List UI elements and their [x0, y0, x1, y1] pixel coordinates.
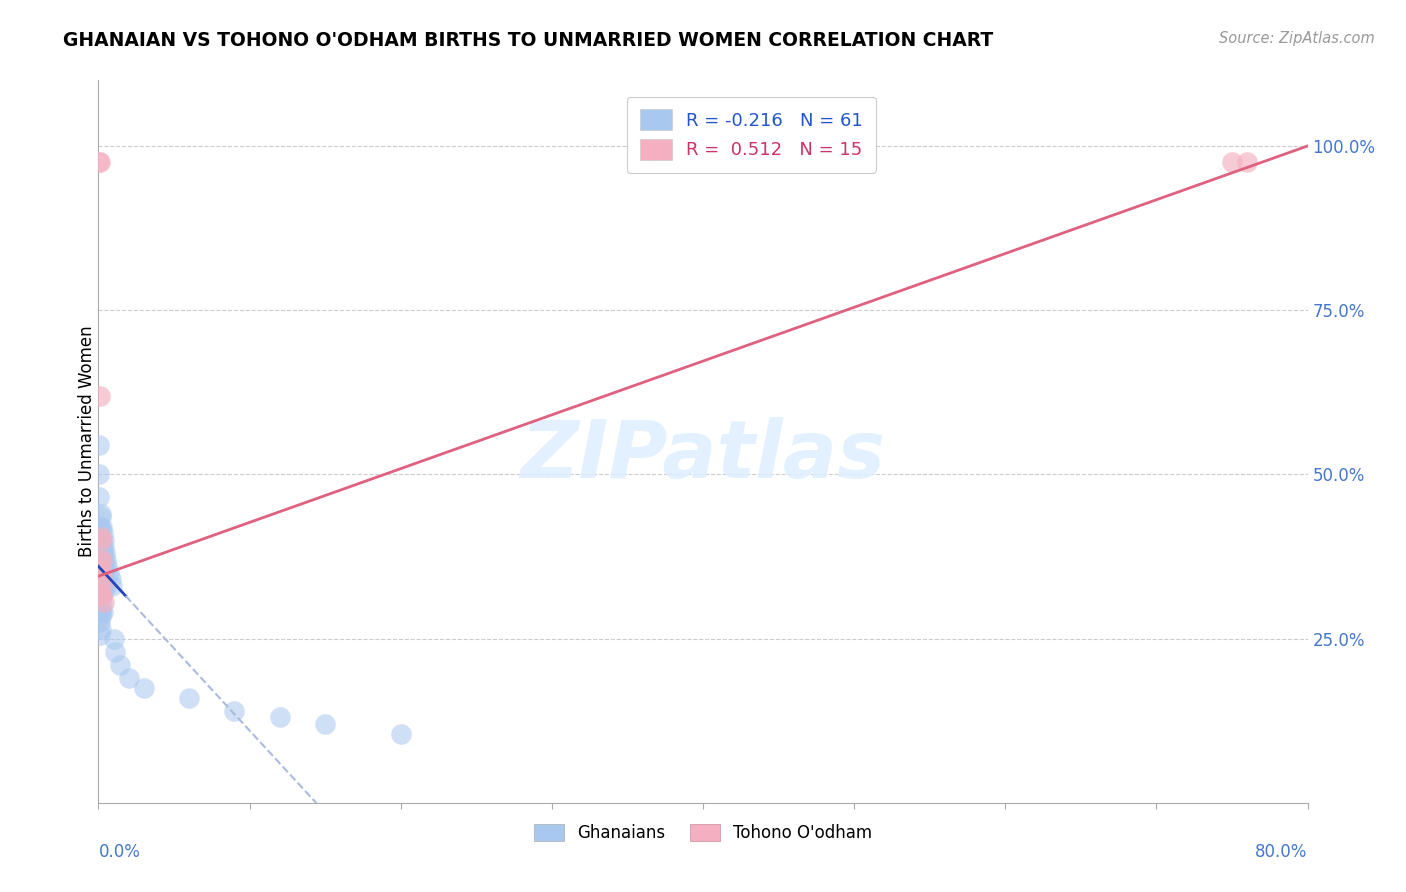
Point	[101, 579, 124, 593]
Point	[91, 546, 114, 560]
Point	[89, 491, 111, 505]
Point	[90, 553, 112, 567]
Point	[94, 553, 117, 567]
Point	[91, 575, 114, 590]
Point	[91, 585, 114, 599]
Point	[91, 520, 114, 534]
Point	[91, 579, 114, 593]
Point	[90, 585, 112, 599]
Point	[93, 540, 115, 554]
Point	[91, 540, 114, 554]
Text: GHANAIAN VS TOHONO O'ODHAM BIRTHS TO UNMARRIED WOMEN CORRELATION CHART: GHANAIAN VS TOHONO O'ODHAM BIRTHS TO UNM…	[63, 31, 994, 50]
Point	[96, 559, 118, 574]
Point	[90, 589, 112, 603]
Point	[89, 438, 111, 452]
Legend: Ghanaians, Tohono O'odham: Ghanaians, Tohono O'odham	[527, 817, 879, 848]
Point	[104, 645, 127, 659]
Point	[90, 540, 112, 554]
Point	[90, 530, 112, 544]
Point	[94, 546, 117, 560]
Point	[89, 467, 111, 482]
Point	[94, 573, 117, 587]
Point	[89, 628, 111, 642]
Text: Source: ZipAtlas.com: Source: ZipAtlas.com	[1219, 31, 1375, 46]
Point	[132, 681, 155, 695]
Point	[94, 566, 117, 580]
Point	[1220, 155, 1243, 169]
Point	[90, 530, 112, 544]
Point	[91, 589, 114, 603]
Point	[93, 595, 115, 609]
Point	[90, 533, 112, 547]
Point	[90, 605, 112, 619]
Point	[90, 622, 112, 636]
Point	[91, 605, 114, 619]
Point	[93, 553, 115, 567]
Point	[89, 155, 111, 169]
Point	[98, 566, 121, 580]
Point	[90, 556, 112, 570]
Point	[89, 388, 111, 402]
Point	[90, 608, 112, 623]
Point	[96, 579, 118, 593]
Point	[118, 671, 141, 685]
Point	[89, 533, 111, 547]
Point	[89, 546, 111, 560]
Point	[100, 573, 122, 587]
Point	[389, 727, 412, 741]
Point	[89, 520, 111, 534]
Point	[91, 566, 114, 580]
Point	[179, 690, 201, 705]
Point	[103, 632, 125, 646]
Point	[89, 589, 111, 603]
Point	[108, 657, 131, 672]
Text: 80.0%: 80.0%	[1256, 843, 1308, 861]
Point	[1236, 155, 1258, 169]
Point	[93, 559, 115, 574]
Point	[89, 615, 111, 630]
Point	[90, 523, 112, 537]
Point	[91, 559, 114, 574]
Point	[89, 602, 111, 616]
Point	[91, 599, 114, 613]
Point	[91, 526, 114, 541]
Point	[90, 549, 112, 564]
Point	[91, 569, 114, 583]
Point	[93, 573, 115, 587]
Point	[224, 704, 246, 718]
Text: 0.0%: 0.0%	[98, 843, 141, 861]
Point	[89, 563, 111, 577]
Point	[90, 507, 112, 521]
Point	[269, 710, 291, 724]
Point	[90, 569, 112, 583]
Point	[90, 573, 112, 587]
Point	[90, 553, 112, 567]
Point	[89, 575, 111, 590]
Point	[90, 563, 112, 577]
Y-axis label: Births to Unmarried Women: Births to Unmarried Women	[79, 326, 96, 558]
Point	[93, 533, 115, 547]
Point	[90, 510, 112, 524]
Point	[89, 155, 111, 169]
Text: ZIPatlas: ZIPatlas	[520, 417, 886, 495]
Point	[90, 589, 112, 603]
Point	[314, 717, 336, 731]
Point	[93, 579, 115, 593]
